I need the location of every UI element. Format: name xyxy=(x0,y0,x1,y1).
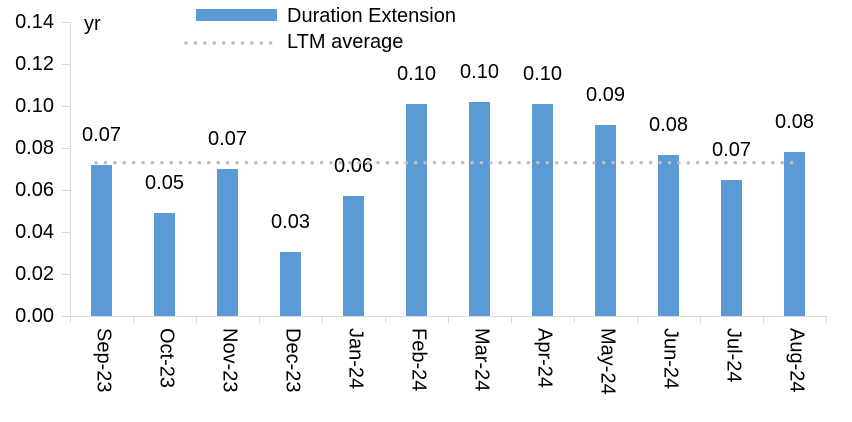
x-axis-tick xyxy=(763,316,764,323)
x-axis-category-label: Oct-23 xyxy=(155,328,178,389)
x-axis-tick xyxy=(700,316,701,323)
bar-data-label: 0.05 xyxy=(145,172,184,195)
x-axis-tick xyxy=(70,316,71,323)
bar-data-label: 0.03 xyxy=(271,210,310,233)
x-axis-tick xyxy=(196,316,197,323)
bar xyxy=(91,164,112,316)
bar-data-label: 0.07 xyxy=(208,128,247,150)
x-axis-tick xyxy=(259,316,260,323)
bar-data-label: 0.08 xyxy=(649,114,688,137)
legend-bar-swatch-icon xyxy=(196,9,277,21)
x-axis-tick xyxy=(574,316,575,323)
y-axis-tick xyxy=(62,232,70,233)
bar xyxy=(595,124,616,316)
bar xyxy=(280,251,301,316)
x-axis-category-label: Sep-23 xyxy=(92,328,115,393)
x-axis-category-label: May-24 xyxy=(596,328,619,395)
y-axis-tick xyxy=(62,190,70,191)
y-axis-tick xyxy=(62,22,70,23)
bar xyxy=(469,101,490,316)
bar xyxy=(532,103,553,316)
x-axis-category-label: Aug-24 xyxy=(785,328,808,393)
x-axis-category-label: Nov-23 xyxy=(218,328,241,393)
y-axis-tick-label: 0.00 xyxy=(15,305,54,327)
x-axis-tick xyxy=(322,316,323,323)
x-axis-category-label: Dec-23 xyxy=(281,328,304,393)
y-axis-tick-label: 0.02 xyxy=(15,263,54,285)
x-axis-line xyxy=(62,316,826,317)
bar-data-label: 0.10 xyxy=(460,60,499,83)
x-axis-tick xyxy=(637,316,638,323)
x-axis-category-label: Jun-24 xyxy=(659,328,682,390)
bar-data-label: 0.08 xyxy=(775,111,814,134)
legend-label-ltm-average: LTM average xyxy=(287,31,404,53)
y-axis-tick xyxy=(62,148,70,149)
x-axis-category-label: Apr-24 xyxy=(533,328,556,389)
y-axis-tick xyxy=(62,64,70,65)
y-axis-tick-label: 0.14 xyxy=(15,11,54,33)
x-axis-category-label: Jan-24 xyxy=(344,328,367,390)
legend-label-duration-extension: Duration Extension xyxy=(287,5,456,27)
x-axis-category-label: Feb-24 xyxy=(407,328,430,392)
y-axis-tick-label: 0.04 xyxy=(15,221,54,243)
bar xyxy=(154,213,175,316)
y-axis-tick-label: 0.12 xyxy=(15,53,54,75)
y-axis-unit-label: yr xyxy=(84,13,101,35)
bar xyxy=(217,169,238,316)
y-axis-tick xyxy=(62,106,70,107)
x-axis-category-label: Mar-24 xyxy=(470,328,493,392)
bar-data-label: 0.10 xyxy=(397,62,436,85)
y-axis-tick-label: 0.10 xyxy=(15,95,54,117)
bar-data-label: 0.06 xyxy=(334,155,373,178)
y-axis-tick-label: 0.06 xyxy=(15,179,54,201)
x-axis-category-label: Jul-24 xyxy=(722,328,745,383)
bar-data-label: 0.10 xyxy=(523,62,562,85)
x-axis-tick xyxy=(511,316,512,323)
bar-data-label: 0.07 xyxy=(82,123,121,146)
y-axis-tick-label: 0.08 xyxy=(15,137,54,159)
x-axis-tick xyxy=(448,316,449,323)
bar-data-label: 0.07 xyxy=(712,138,751,161)
legend-dotted-line-swatch-icon xyxy=(184,41,277,45)
x-axis-tick xyxy=(826,316,827,323)
bar xyxy=(658,155,679,316)
bar xyxy=(721,179,742,316)
y-axis-line xyxy=(70,22,71,316)
bar-data-label: 0.09 xyxy=(586,83,625,106)
x-axis-tick xyxy=(385,316,386,323)
bar xyxy=(784,152,805,316)
bar xyxy=(406,103,427,316)
y-axis-tick xyxy=(62,274,70,275)
bar xyxy=(343,196,364,316)
x-axis-tick xyxy=(133,316,134,323)
